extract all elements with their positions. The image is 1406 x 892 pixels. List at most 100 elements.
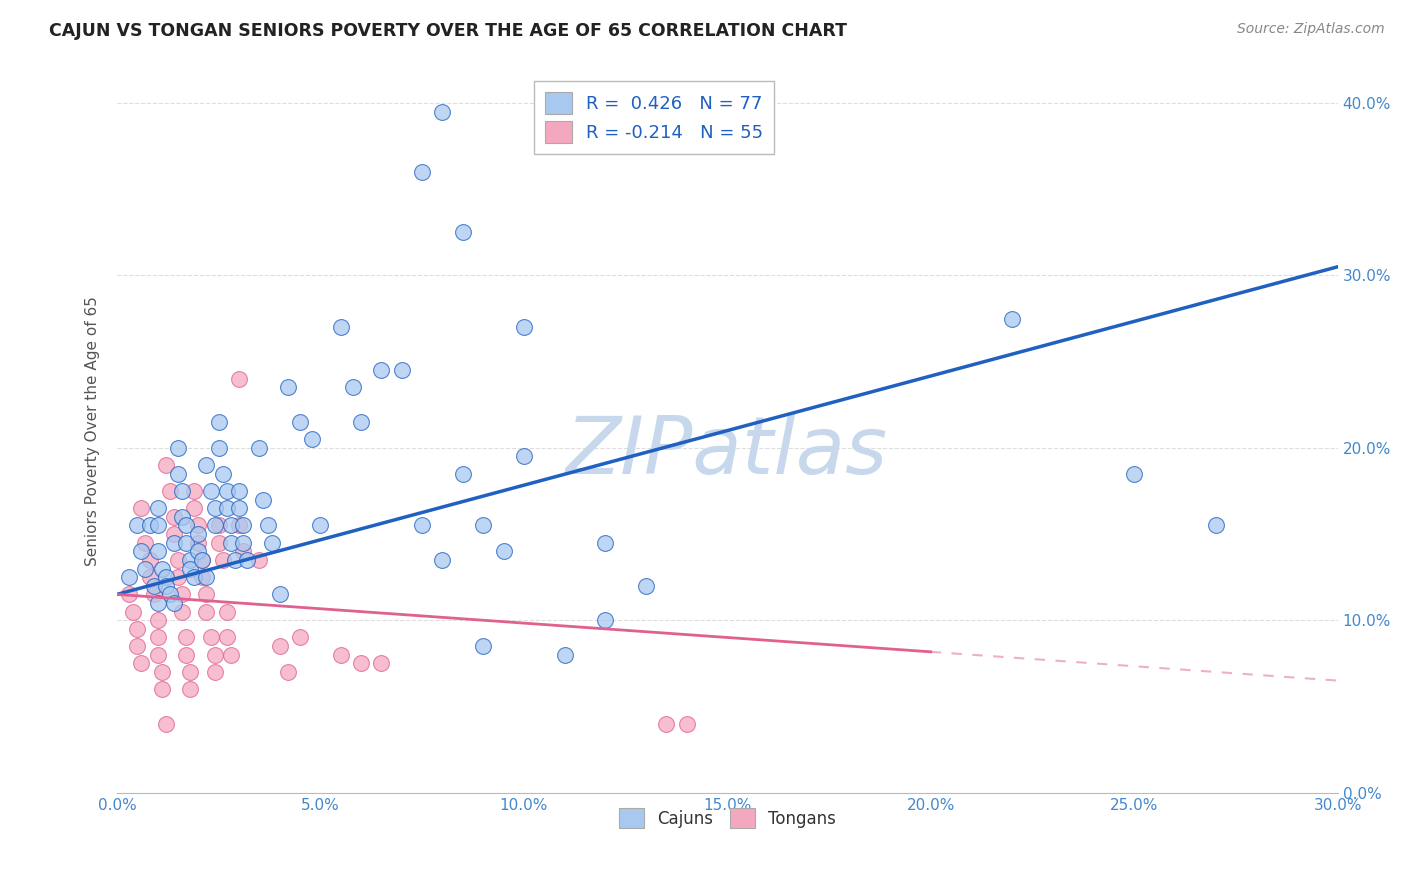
Point [163,509,186,524]
Point [159,483,181,498]
Point [432,553,454,567]
Point [179,665,201,679]
Point [208,415,231,429]
Point [122,605,145,619]
Point [134,561,156,575]
Point [167,441,190,455]
Point [247,553,270,567]
Point [634,579,657,593]
Point [146,631,169,645]
Point [159,587,181,601]
Point [247,441,270,455]
Point [127,639,149,653]
Point [513,320,536,334]
Point [204,501,226,516]
Point [179,553,201,567]
Point [150,561,173,575]
Point [134,535,156,549]
Point [174,535,197,549]
Point [236,553,259,567]
Y-axis label: Seniors Poverty Over the Age of 65: Seniors Poverty Over the Age of 65 [86,295,100,566]
Point [155,579,177,593]
Point [174,631,197,645]
Point [200,631,222,645]
Point [146,501,169,516]
Point [204,518,226,533]
Point [228,518,250,533]
Point [232,518,254,533]
Point [451,467,474,481]
Point [150,682,173,697]
Point [513,450,536,464]
Point [204,648,226,662]
Point [167,570,190,584]
Point [200,483,222,498]
Text: Source: ZipAtlas.com: Source: ZipAtlas.com [1237,22,1385,37]
Point [191,553,214,567]
Point [301,432,323,446]
Point [163,535,186,549]
Point [411,165,433,179]
Point [195,570,218,584]
Text: CAJUN VS TONGAN SENIORS POVERTY OVER THE AGE OF 65 CORRELATION CHART: CAJUN VS TONGAN SENIORS POVERTY OVER THE… [49,22,848,40]
Point [118,570,141,584]
Point [174,518,197,533]
Point [277,665,299,679]
Point [350,415,373,429]
Point [155,716,177,731]
Point [554,648,576,662]
Point [118,587,141,601]
Point [593,613,616,627]
Point [277,380,299,394]
Point [350,657,373,671]
Point [155,570,177,584]
Point [472,518,495,533]
Point [195,605,218,619]
Point [131,501,153,516]
Point [228,483,250,498]
Point [288,415,311,429]
Point [675,716,697,731]
Point [170,605,193,619]
Point [183,501,205,516]
Point [492,544,515,558]
Point [179,682,201,697]
Point [1001,311,1024,326]
Point [191,553,214,567]
Point [228,372,250,386]
Point [370,363,392,377]
Point [269,639,291,653]
Point [183,483,205,498]
Point [232,535,254,549]
Point [170,509,193,524]
Point [179,561,201,575]
Legend: Cajuns, Tongans: Cajuns, Tongans [612,801,842,835]
Point [1205,518,1227,533]
Point [411,518,433,533]
Point [655,716,678,731]
Point [174,648,197,662]
Point [593,535,616,549]
Point [252,492,274,507]
Point [131,657,153,671]
Point [191,570,214,584]
Point [167,467,190,481]
Point [127,518,149,533]
Point [370,657,392,671]
Point [329,648,352,662]
Point [146,544,169,558]
Point [1123,467,1146,481]
Point [142,579,165,593]
Point [187,535,209,549]
Point [224,553,246,567]
Point [309,518,332,533]
Point [219,518,242,533]
Point [288,631,311,645]
Point [138,518,160,533]
Point [170,587,193,601]
Point [187,527,209,541]
Point [472,639,495,653]
Point [167,553,190,567]
Point [208,535,231,549]
Point [215,501,238,516]
